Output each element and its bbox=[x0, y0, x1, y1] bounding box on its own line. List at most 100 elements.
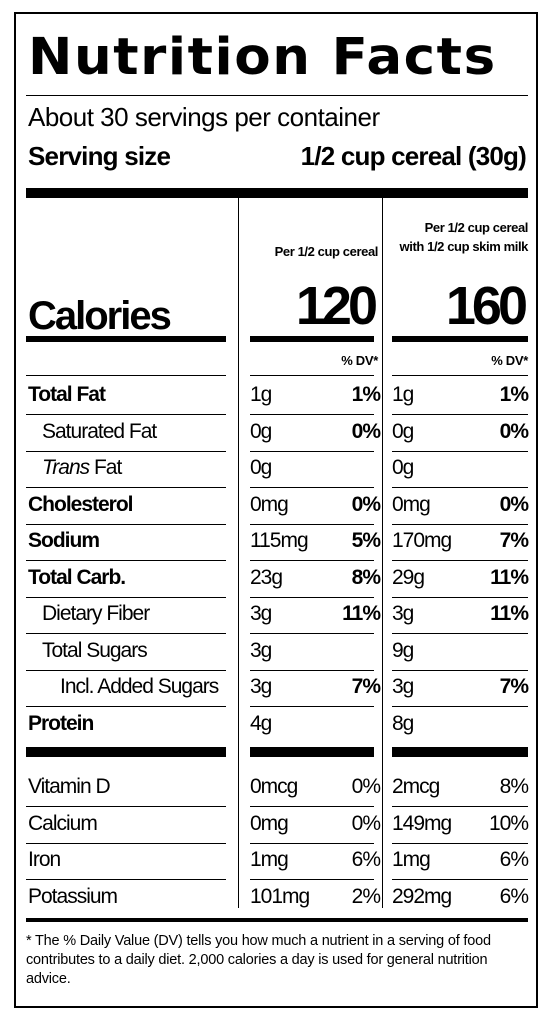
row-divider bbox=[392, 633, 528, 634]
thick-divider bbox=[250, 747, 374, 757]
row-divider bbox=[26, 669, 226, 671]
row-divider bbox=[392, 706, 528, 707]
row-divider bbox=[250, 596, 374, 598]
row-divider bbox=[26, 842, 226, 844]
row-divider bbox=[26, 560, 226, 561]
serving-size-label: Serving size bbox=[28, 141, 171, 171]
amount-col1: 0g bbox=[250, 456, 272, 479]
row-divider bbox=[250, 487, 374, 488]
nutrient-name: Total Carb. bbox=[28, 565, 126, 589]
amount-col1: 115mg bbox=[250, 529, 309, 552]
amount-col1: 1mg bbox=[250, 848, 289, 871]
row-divider bbox=[250, 523, 374, 525]
row-divider bbox=[26, 450, 226, 452]
row-divider bbox=[250, 633, 374, 634]
vitamin-name: Vitamin D bbox=[28, 775, 111, 798]
amount-col1: 3g bbox=[250, 638, 272, 662]
row-divider bbox=[26, 487, 226, 488]
row-divider bbox=[392, 669, 528, 671]
amount-col1: 3g bbox=[250, 675, 272, 698]
dv-col1: 7% bbox=[351, 675, 381, 698]
dv-col2: 7% bbox=[499, 529, 529, 552]
amount-col2: 29g bbox=[392, 565, 425, 589]
medium-divider bbox=[392, 336, 528, 342]
servings-per-container: About 30 servings per container bbox=[28, 102, 380, 132]
nutrient-name: Total Sugars bbox=[42, 638, 148, 662]
col2-header-line1: Per 1/2 cup cereal bbox=[424, 220, 529, 235]
thick-divider bbox=[392, 747, 528, 757]
dv-col2: 8% bbox=[499, 775, 529, 798]
amount-col2: 0g bbox=[392, 419, 414, 443]
amount-col1: 101mg bbox=[250, 884, 310, 908]
row-divider bbox=[26, 633, 226, 634]
amount-col2: 2mcg bbox=[392, 775, 440, 798]
nutrition-facts-label: Nutrition Facts About 30 servings per co… bbox=[14, 12, 538, 1008]
dv-col1: 0% bbox=[351, 811, 381, 835]
amount-col2: 149mg bbox=[392, 811, 452, 835]
row-divider bbox=[26, 806, 226, 807]
row-divider bbox=[250, 706, 374, 707]
row-divider bbox=[392, 523, 528, 525]
row-divider bbox=[250, 375, 374, 376]
nutrient-name: Cholesterol bbox=[28, 492, 134, 516]
row-divider bbox=[250, 842, 374, 844]
amount-col2: 0g bbox=[392, 456, 414, 479]
dv-col1: 5% bbox=[351, 529, 381, 552]
amount-col2: 3g bbox=[392, 602, 414, 625]
footnote: * The % Daily Value (DV) tells you how m… bbox=[26, 933, 491, 987]
row-divider bbox=[392, 879, 528, 880]
vitamin-name: Potassium bbox=[28, 884, 118, 908]
dv-col2: 0% bbox=[499, 492, 529, 516]
vitamin-name: Calcium bbox=[28, 811, 98, 835]
amount-col2: 9g bbox=[392, 638, 414, 662]
amount-col1: 23g bbox=[250, 565, 283, 589]
row-divider bbox=[392, 596, 528, 598]
amount-col2: 1mg bbox=[392, 848, 431, 871]
thick-divider bbox=[26, 747, 226, 757]
medium-divider bbox=[26, 336, 226, 342]
row-divider bbox=[250, 560, 374, 561]
amount-col1: 0mg bbox=[250, 811, 289, 835]
dv-col2: 10% bbox=[488, 811, 529, 835]
calories-label: Calories bbox=[28, 294, 172, 338]
column-divider bbox=[238, 198, 239, 908]
footer-divider bbox=[26, 918, 528, 922]
row-divider bbox=[250, 450, 374, 452]
row-divider bbox=[26, 879, 226, 880]
amount-col2: 8g bbox=[392, 711, 414, 735]
amount-col1: 3g bbox=[250, 602, 272, 625]
row-divider bbox=[26, 596, 226, 598]
nutrient-name: Dietary Fiber bbox=[42, 602, 150, 625]
calories-col2: 160 bbox=[445, 276, 528, 336]
row-divider bbox=[250, 879, 374, 880]
row-divider bbox=[26, 523, 226, 525]
row-divider bbox=[392, 450, 528, 452]
dv-col1: 11% bbox=[342, 602, 381, 625]
row-divider bbox=[26, 706, 226, 707]
col1-header: Per 1/2 cup cereal bbox=[274, 244, 379, 259]
row-divider bbox=[392, 806, 528, 807]
dv-col1: 0% bbox=[351, 492, 381, 516]
medium-divider bbox=[250, 336, 374, 342]
row-divider bbox=[392, 487, 528, 488]
row-divider bbox=[250, 669, 374, 671]
divider bbox=[26, 95, 528, 96]
dv-col2: 11% bbox=[490, 602, 529, 625]
dv-col2: 11% bbox=[490, 565, 529, 589]
vitamin-name: Iron bbox=[28, 848, 61, 871]
row-divider bbox=[392, 375, 528, 376]
amount-col1: 1g bbox=[250, 383, 272, 406]
row-divider bbox=[250, 414, 374, 415]
amount-col1: 0mcg bbox=[250, 775, 298, 798]
row-divider bbox=[392, 560, 528, 561]
dv-col1: 2% bbox=[351, 884, 381, 908]
amount-col1: 0mg bbox=[250, 492, 289, 516]
nutrient-name-rest: Fat bbox=[89, 456, 122, 479]
dv-col1: 8% bbox=[351, 565, 381, 589]
amount-col2: 1g bbox=[392, 383, 414, 406]
row-divider bbox=[392, 842, 528, 844]
amount-col1: 4g bbox=[250, 711, 272, 735]
nutrient-name: Saturated Fat bbox=[42, 419, 157, 443]
amount-col2: 170mg bbox=[392, 529, 452, 552]
nutrient-name-italic: Trans bbox=[42, 456, 90, 479]
